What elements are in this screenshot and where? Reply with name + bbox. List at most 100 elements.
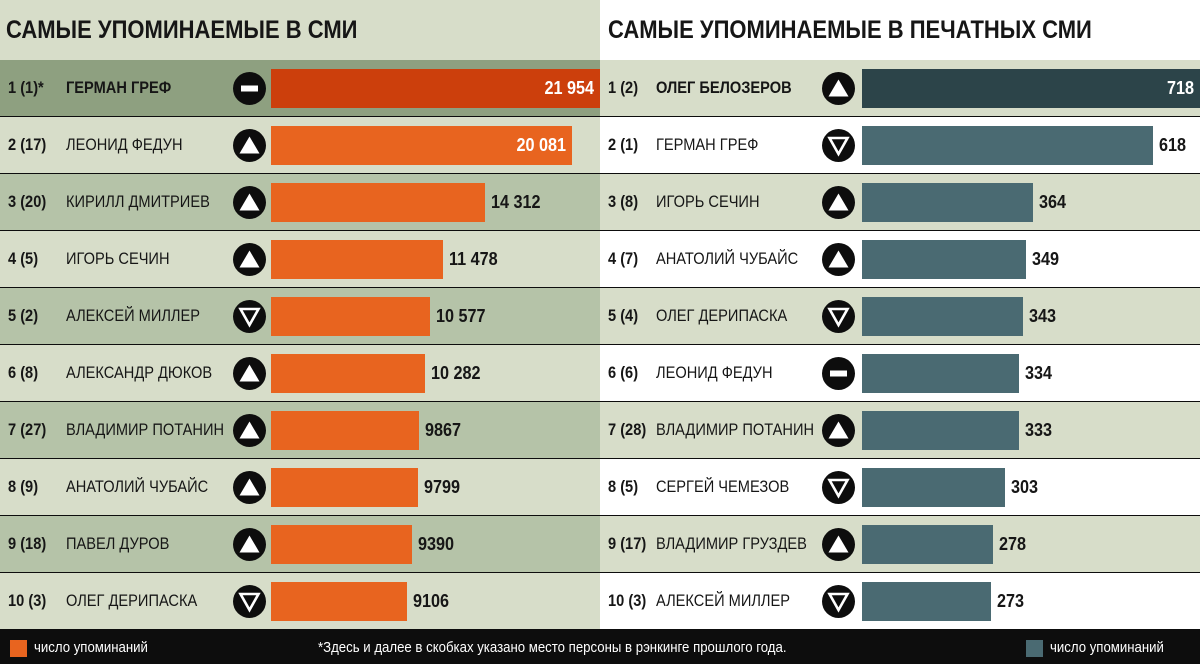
- rank-label: 4 (7): [608, 249, 639, 268]
- ranking-row: 3 (8) ИГОРЬ СЕЧИН 364: [600, 174, 1200, 230]
- person-name: ОЛЕГ ДЕРИПАСКА: [66, 591, 198, 610]
- value-bar: [862, 582, 991, 621]
- value-bar: [862, 468, 1005, 507]
- rank-label: 3 (20): [8, 192, 47, 211]
- person-name: ВЛАДИМИР ПОТАНИН: [656, 420, 815, 439]
- value-bar: [862, 525, 993, 564]
- person-name: АЛЕКСЕЙ МИЛЛЕР: [656, 591, 791, 610]
- chart-header: САМЫЕ УПОМИНАЕМЫЕ В СМИ: [0, 0, 600, 60]
- value-bar: [271, 354, 425, 393]
- value-label: 343: [1029, 306, 1057, 326]
- rank-label: 3 (8): [608, 192, 639, 211]
- value-bar: [271, 240, 443, 279]
- ranking-row: 9 (18) ПАВЕЛ ДУРОВ 9390: [0, 516, 600, 572]
- person-name: АЛЕКСЕЙ МИЛЛЕР: [66, 306, 201, 325]
- value-bar: [862, 411, 1019, 450]
- rank-label: 4 (5): [8, 249, 39, 268]
- value-bar: [862, 183, 1033, 222]
- value-label: 334: [1025, 363, 1053, 383]
- trend-same-icon: [822, 357, 855, 390]
- value-bar: [862, 297, 1023, 336]
- trend-up-icon: [233, 243, 266, 276]
- rank-label: 7 (27): [8, 420, 47, 439]
- value-label: 11 478: [449, 249, 498, 269]
- ranking-row: 2 (17) ЛЕОНИД ФЕДУН 20 081: [0, 117, 600, 173]
- trend-up-icon: [233, 357, 266, 390]
- person-name: ОЛЕГ БЕЛОЗЕРОВ: [656, 78, 792, 97]
- ranking-row: 9 (17) ВЛАДИМИР ГРУЗДЕВ 278: [600, 516, 1200, 572]
- ranking-row: 10 (3) ОЛЕГ ДЕРИПАСКА 9106: [0, 573, 600, 629]
- value-label: 364: [1039, 192, 1067, 212]
- rank-label: 8 (5): [608, 477, 639, 496]
- ranking-row: 1 (1)* ГЕРМАН ГРЕФ 21 954: [0, 60, 600, 116]
- ranking-row: 1 (2) ОЛЕГ БЕЛОЗЕРОВ 718: [600, 60, 1200, 116]
- value-bar: [271, 297, 430, 336]
- person-name: ЛЕОНИД ФЕДУН: [66, 135, 183, 154]
- trend-down-icon: [822, 585, 855, 618]
- footer: число упоминаний *Здесь и далее в скобка…: [0, 632, 1200, 664]
- value-bar: [271, 525, 412, 564]
- trend-up-icon: [233, 471, 266, 504]
- rank-label: 10 (3): [608, 591, 647, 610]
- ranking-row: 6 (6) ЛЕОНИД ФЕДУН 334: [600, 345, 1200, 401]
- ranking-row: 5 (4) ОЛЕГ ДЕРИПАСКА 343: [600, 288, 1200, 344]
- rank-label: 8 (9): [8, 477, 39, 496]
- value-label: 21 954: [544, 78, 594, 98]
- person-name: ГЕРМАН ГРЕФ: [656, 135, 759, 154]
- ranking-row: 4 (5) ИГОРЬ СЕЧИН 11 478: [0, 231, 600, 287]
- person-name: АНАТОЛИЙ ЧУБАЙС: [656, 249, 799, 268]
- value-label: 303: [1011, 477, 1039, 497]
- legend-swatch-teal: [1026, 640, 1043, 657]
- chart-panel-print-media: САМЫЕ УПОМИНАЕМЫЕ В ПЕЧАТНЫХ СМИ 1 (2) ОЛ…: [600, 0, 1200, 632]
- ranking-row: 6 (8) АЛЕКСАНДР ДЮКОВ 10 282: [0, 345, 600, 401]
- ranking-row: 7 (28) ВЛАДИМИР ПОТАНИН 333: [600, 402, 1200, 458]
- footnote: *Здесь и далее в скобках указано место п…: [318, 639, 787, 656]
- ranking-row: 10 (3) АЛЕКСЕЙ МИЛЛЕР 273: [600, 573, 1200, 629]
- trend-down-icon: [822, 300, 855, 333]
- value-label: 9390: [418, 534, 455, 554]
- ranking-row: 8 (9) АНАТОЛИЙ ЧУБАЙС 9799: [0, 459, 600, 515]
- trend-down-icon: [822, 129, 855, 162]
- rank-label: 9 (18): [8, 534, 47, 553]
- person-name: ВЛАДИМИР ПОТАНИН: [66, 420, 225, 439]
- ranking-rows: 1 (2) ОЛЕГ БЕЛОЗЕРОВ 718 2 (1) ГЕРМАН ГРЕФ 61…: [600, 60, 1200, 632]
- person-name: ОЛЕГ ДЕРИПАСКА: [656, 306, 788, 325]
- value-label: 718: [1166, 78, 1194, 98]
- ranking-row: 3 (20) КИРИЛЛ ДМИТРИЕВ 14 312: [0, 174, 600, 230]
- value-bar: [862, 126, 1153, 165]
- chart-title: САМЫЕ УПОМИНАЕМЫЕ В СМИ: [6, 16, 358, 44]
- person-name: АЛЕКСАНДР ДЮКОВ: [66, 363, 213, 382]
- value-label: 20 081: [516, 135, 566, 155]
- person-name: ЛЕОНИД ФЕДУН: [656, 363, 773, 382]
- value-label: 10 577: [436, 306, 486, 326]
- value-label: 9106: [413, 591, 450, 611]
- ranking-row: 4 (7) АНАТОЛИЙ ЧУБАЙС 349: [600, 231, 1200, 287]
- rank-label: 2 (17): [8, 135, 47, 154]
- trend-same-icon: [233, 72, 266, 105]
- rank-label: 5 (4): [608, 306, 639, 325]
- trend-up-icon: [822, 186, 855, 219]
- value-bar: [271, 411, 419, 450]
- trend-up-icon: [822, 414, 855, 447]
- trend-up-icon: [822, 72, 855, 105]
- value-bar: [271, 582, 407, 621]
- chart-title: САМЫЕ УПОМИНАЕМЫЕ В ПЕЧАТНЫХ СМИ: [608, 16, 1092, 44]
- legend-label: число упоминаний: [34, 639, 148, 656]
- person-name: ПАВЕЛ ДУРОВ: [66, 534, 170, 553]
- value-bar: [862, 240, 1026, 279]
- value-bar: [271, 183, 485, 222]
- value-bar: [862, 69, 1200, 108]
- value-bar: [271, 69, 600, 108]
- ranking-row: 5 (2) АЛЕКСЕЙ МИЛЛЕР 10 577: [0, 288, 600, 344]
- legend-label: число упоминаний: [1050, 639, 1164, 656]
- rank-label: 1 (1)*: [8, 78, 44, 97]
- trend-up-icon: [233, 528, 266, 561]
- rank-label: 7 (28): [608, 420, 647, 439]
- person-name: АНАТОЛИЙ ЧУБАЙС: [66, 477, 209, 496]
- trend-up-icon: [822, 528, 855, 561]
- trend-up-icon: [822, 243, 855, 276]
- value-label: 618: [1159, 135, 1187, 155]
- value-label: 273: [997, 591, 1025, 611]
- ranking-row: 7 (27) ВЛАДИМИР ПОТАНИН 9867: [0, 402, 600, 458]
- value-label: 333: [1025, 420, 1053, 440]
